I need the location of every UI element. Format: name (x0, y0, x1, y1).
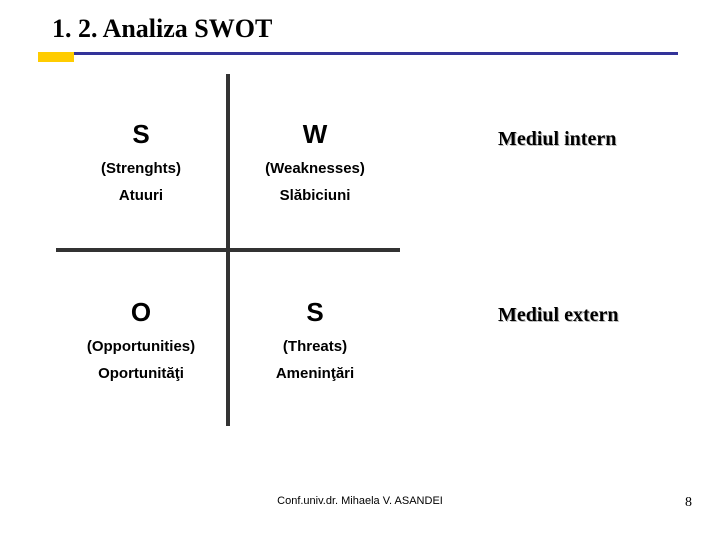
swot-ro: Slăbiciuni (280, 187, 351, 204)
swot-letter: O (131, 297, 151, 328)
swot-letter: W (303, 119, 328, 150)
swot-cell-o: O (Opportunities) Oportunităţi (56, 252, 226, 426)
swot-letter: S (306, 297, 323, 328)
title-accent (38, 52, 74, 62)
swot-paren: (Strenghts) (101, 160, 181, 177)
swot-cell-s: S (Strenghts) Atuuri (56, 74, 226, 248)
title-underline (38, 52, 678, 55)
swot-paren: (Threats) (283, 338, 347, 355)
swot-ro: Ameninţări (276, 365, 354, 382)
swot-letter: S (132, 119, 149, 150)
swot-ro: Atuuri (119, 187, 163, 204)
swot-ro: Oportunităţi (98, 365, 184, 382)
swot-paren: (Weaknesses) (265, 160, 365, 177)
swot-paren: (Opportunities) (87, 338, 195, 355)
label-mediul-extern: Mediul extern (498, 304, 619, 327)
swot-cell-w: W (Weaknesses) Slăbiciuni (230, 74, 400, 248)
footer-page-number: 8 (685, 495, 692, 511)
slide-title: 1. 2. Analiza SWOT (52, 14, 272, 44)
swot-cell-t: S (Threats) Ameninţări (230, 252, 400, 426)
footer-author: Conf.univ.dr. Mihaela V. ASANDEI (0, 495, 720, 507)
label-mediul-intern: Mediul intern (498, 128, 616, 151)
swot-grid: S (Strenghts) Atuuri W (Weaknesses) Slăb… (56, 74, 400, 426)
